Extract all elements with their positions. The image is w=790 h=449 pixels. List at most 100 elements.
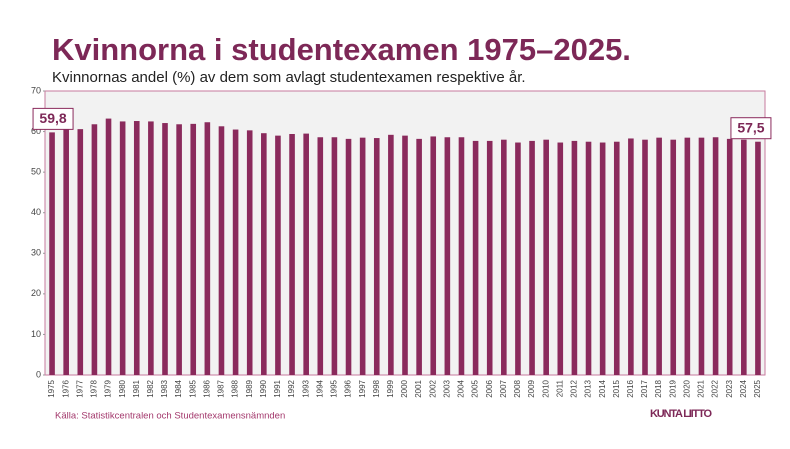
bar (91, 124, 98, 375)
y-tick-label: 20 (31, 288, 41, 298)
x-tick-label: 1976 (61, 379, 70, 397)
bar (148, 121, 154, 375)
x-tick-label: 2014 (598, 379, 607, 397)
bar (105, 118, 112, 376)
bar (628, 138, 634, 375)
bar (755, 141, 761, 375)
y-tick-label: 40 (31, 207, 41, 217)
bar (585, 141, 592, 375)
x-tick-label: 1978 (90, 379, 99, 397)
x-tick-label: 2019 (668, 379, 677, 397)
bar (317, 137, 324, 375)
bar (289, 134, 295, 375)
bar (63, 129, 69, 375)
bar (613, 141, 620, 375)
bar (162, 123, 168, 376)
x-tick-label: 1992 (287, 379, 296, 397)
x-tick-label: 2006 (485, 379, 494, 397)
bar (176, 124, 182, 375)
bar (119, 121, 126, 375)
x-tick-label: 1994 (315, 379, 324, 397)
bar (515, 142, 521, 375)
bar (458, 137, 465, 375)
x-tick-label: 2010 (541, 379, 550, 397)
bar (204, 122, 211, 376)
bar (472, 140, 479, 375)
bar (232, 129, 239, 375)
bar (331, 137, 338, 375)
bar (133, 121, 140, 375)
x-tick-label: 1987 (217, 379, 226, 397)
x-tick-label: 1998 (372, 379, 381, 397)
bar (501, 139, 507, 375)
bar (402, 135, 408, 375)
bar (656, 137, 662, 375)
bar (275, 135, 281, 375)
bar (571, 140, 578, 375)
bar (359, 137, 366, 375)
x-tick-label: 2013 (584, 379, 593, 397)
x-tick-label: 2005 (471, 379, 480, 397)
y-tick-label: 50 (31, 167, 41, 177)
bar (698, 137, 705, 375)
x-tick-label: 1995 (330, 379, 339, 397)
bar (741, 139, 747, 375)
x-tick-label: 1982 (146, 379, 155, 397)
chart-subtitle: Kvinnornas andel (%) av dem som avlagt s… (52, 69, 526, 86)
y-tick-label: 10 (31, 329, 41, 339)
bar (190, 123, 197, 375)
y-tick-label: 70 (31, 85, 41, 95)
x-tick-label: 2008 (513, 379, 522, 397)
bar (303, 133, 309, 375)
x-tick-label: 2012 (570, 379, 579, 397)
x-tick-label: 2003 (442, 379, 451, 397)
x-tick-label: 2023 (725, 379, 734, 397)
x-tick-label: 1999 (386, 379, 395, 397)
source: Källa: Statistikcentralen och Studentexa… (55, 411, 285, 422)
chart-title: Kvinnorna i studentexamen 1975–2025. (52, 32, 631, 67)
x-tick-label: 2025 (753, 379, 762, 397)
bar (642, 139, 648, 375)
x-tick-label: 2001 (414, 379, 423, 397)
bar (599, 142, 606, 375)
logo: KUNTA LIITTO (650, 408, 712, 420)
x-tick-label: 2000 (400, 379, 409, 397)
y-tick-label: 0 (36, 369, 41, 379)
x-tick-label: 2009 (527, 379, 536, 397)
y-tick-label: 30 (31, 248, 41, 258)
bar (218, 126, 225, 375)
bar (529, 140, 535, 375)
x-tick-label: 1980 (118, 379, 127, 397)
x-tick-label: 1996 (344, 379, 353, 397)
value-label-box (32, 107, 74, 130)
bar (49, 132, 55, 375)
x-tick-label: 1981 (132, 379, 141, 397)
x-tick-label: 2011 (555, 379, 564, 397)
x-tick-label: 2007 (499, 379, 508, 397)
x-tick-label: 1977 (75, 379, 84, 397)
x-tick-label: 2021 (697, 379, 706, 397)
bar (388, 134, 394, 375)
x-tick-label: 1984 (174, 379, 183, 397)
bar (345, 138, 352, 375)
x-tick-label: 1985 (188, 379, 197, 397)
x-tick-label: 1990 (259, 379, 268, 397)
x-tick-label: 2002 (428, 379, 437, 397)
x-tick-label: 1986 (202, 379, 211, 397)
x-tick-label: 1983 (160, 379, 169, 397)
value-label: 57,5 (737, 119, 764, 135)
bar (373, 138, 380, 375)
bar (557, 142, 564, 375)
bar (77, 129, 84, 375)
bar (261, 133, 267, 375)
x-tick-label: 1975 (47, 379, 56, 397)
x-tick-label: 1993 (301, 379, 310, 397)
x-tick-label: 1991 (273, 379, 282, 397)
x-tick-label: 2017 (640, 379, 649, 397)
bar (684, 137, 691, 375)
x-tick-label: 2015 (612, 379, 621, 397)
x-tick-label: 2016 (626, 379, 635, 397)
bar (670, 139, 677, 375)
